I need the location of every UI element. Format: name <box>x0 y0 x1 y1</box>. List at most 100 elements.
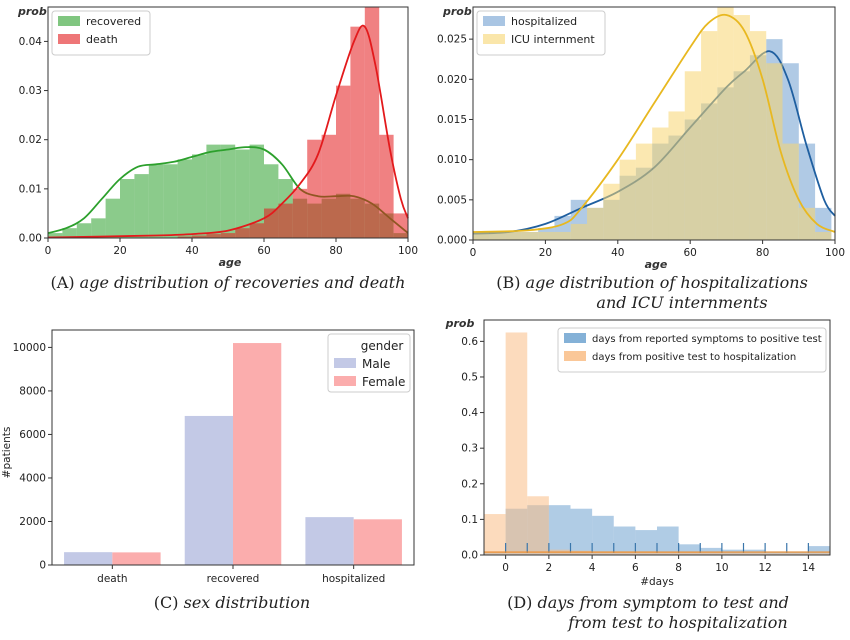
histogram-bar <box>120 179 135 238</box>
caption-label: (B) <box>496 273 525 292</box>
histogram-bar <box>307 139 322 238</box>
kde-line <box>47 24 409 239</box>
histogram-bar <box>134 174 149 238</box>
bar <box>305 517 354 565</box>
legend-label: Female <box>362 375 405 389</box>
histogram-bar <box>177 159 192 238</box>
bar <box>64 552 113 565</box>
legend-swatch <box>564 333 586 343</box>
y-tick-label: 0.010 <box>437 154 467 166</box>
x-tick-label: 20 <box>539 247 552 259</box>
y-tick-label: 0.00 <box>19 233 42 245</box>
histogram-bar <box>749 31 767 240</box>
histogram-bar <box>592 515 614 555</box>
histogram-bar <box>76 223 92 238</box>
x-axis-title: age <box>219 256 242 269</box>
x-tick-label: 80 <box>329 245 342 257</box>
legend-swatch <box>58 16 80 26</box>
x-tick-label: 40 <box>185 245 198 257</box>
histogram-bar <box>505 332 528 555</box>
bar <box>112 552 161 565</box>
y-tick-label: 0.025 <box>437 34 467 46</box>
x-tick-label: 40 <box>611 247 624 259</box>
histogram-bar <box>379 134 394 238</box>
histogram-bar <box>292 188 308 238</box>
histogram-bar <box>163 164 178 238</box>
y-tick-label: 0.02 <box>19 134 42 146</box>
panel-B: hospitalized ICU internment <box>472 7 836 241</box>
plot-frame-A <box>47 6 409 239</box>
panel-A: recovered death <box>47 7 409 239</box>
histogram-bar <box>548 505 571 555</box>
caption-text: age distribution of hospitalizations <box>526 273 808 292</box>
histogram-bar <box>554 231 571 240</box>
histogram-bar <box>635 551 657 555</box>
histogram-bar <box>220 233 236 238</box>
x-tick-label: 8 <box>675 562 682 574</box>
x-tick-label: 100 <box>825 247 845 259</box>
histogram-bar <box>717 7 734 240</box>
panel-C: death recovered hospitalized #patients gende… <box>1 333 411 585</box>
histogram-bar <box>721 552 744 555</box>
y-tick-label: 0.3 <box>461 443 478 455</box>
histogram-bar <box>505 231 522 240</box>
caption-text: days from symptom to test and <box>537 593 788 612</box>
histogram-bar <box>177 236 192 238</box>
legend-label: recovered <box>86 15 141 28</box>
histogram-bar <box>678 552 701 555</box>
bar <box>353 519 402 565</box>
histogram-bar <box>657 526 679 555</box>
y-tick-label: 0.0 <box>461 550 478 562</box>
legend-label: days from reported symptoms to positive … <box>592 334 822 345</box>
y-tick-label: 2000 <box>19 516 46 528</box>
legend-swatch <box>483 16 505 26</box>
histogram-bar <box>635 143 653 240</box>
legend-box <box>557 327 827 373</box>
legend-label: death <box>86 33 118 46</box>
y-tick-label: 0.6 <box>461 336 478 348</box>
histogram-bar <box>336 85 351 238</box>
y-tick-label: 0.5 <box>461 371 478 383</box>
caption-line: (A) age distribution of recoveries and d… <box>51 273 406 292</box>
histogram-bar <box>521 231 539 240</box>
histogram-bar <box>484 514 506 555</box>
x-tick-label: 6 <box>632 562 639 574</box>
caption-line: and ICU internments <box>596 293 767 312</box>
y-tick-label: 0.4 <box>461 407 478 419</box>
histogram-bar <box>700 552 722 555</box>
legend-swatch <box>483 34 505 44</box>
histogram-bar <box>48 233 63 238</box>
caption-B: (B) age distribution of hospitalizations… <box>496 273 808 312</box>
histogram-bar <box>192 154 207 238</box>
x-tick-label: 14 <box>802 562 816 574</box>
y-tick-label: 0.005 <box>437 194 467 206</box>
y-axis-title: prob <box>17 5 47 18</box>
y-tick-label: 10000 <box>13 342 46 354</box>
caption-text: sex distribution <box>184 593 311 612</box>
histogram-bar <box>613 551 636 555</box>
caption-C: (C) sex distribution <box>154 593 310 612</box>
y-tick-label: 4000 <box>19 472 46 484</box>
histogram-bar <box>206 144 221 238</box>
caption-label: (C) <box>154 593 184 612</box>
histogram-bar <box>701 31 718 240</box>
histogram-bar <box>538 231 555 240</box>
histogram-bar <box>364 7 380 238</box>
bar <box>233 343 282 565</box>
histogram-bar <box>393 213 408 238</box>
histogram-bar <box>527 496 549 555</box>
histogram-bar <box>220 144 236 238</box>
x-tick-label: 0 <box>502 562 509 574</box>
legend-D: days from reported symptoms to positive … <box>557 327 827 373</box>
histogram-bar <box>278 203 293 238</box>
legend-C: gender Male Female <box>327 333 411 393</box>
plot-frame-C <box>51 329 415 566</box>
y-tick-label: 0 <box>39 560 46 572</box>
caption-text: from test to hospitalization <box>567 613 787 632</box>
histogram-bar <box>635 530 657 555</box>
histogram-bar <box>62 228 77 238</box>
legend-A: recovered death <box>51 10 151 56</box>
caption-line: (C) sex distribution <box>154 593 310 612</box>
histogram-bar <box>808 553 830 555</box>
y-axis-title: prob <box>445 317 475 330</box>
